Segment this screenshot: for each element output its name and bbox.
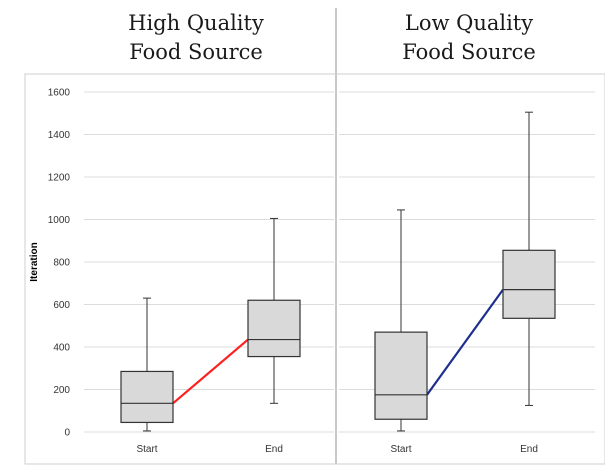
x-category-label: End xyxy=(520,444,538,455)
box-plot xyxy=(374,209,428,432)
y-tick-label: 1600 xyxy=(48,88,71,99)
chart-frame xyxy=(24,73,605,465)
y-tick-label: 200 xyxy=(53,385,70,396)
median-connectors xyxy=(172,288,504,405)
y-tick-label: 400 xyxy=(53,343,70,354)
y-tick-label: 0 xyxy=(64,428,70,439)
panel-2-title-line2: Food Source xyxy=(402,40,536,64)
box-plot xyxy=(502,111,556,406)
box-plot xyxy=(247,217,301,404)
iqr-box xyxy=(247,299,301,358)
panel-1-title-line1: High Quality xyxy=(128,11,264,35)
x-category-label: End xyxy=(265,444,283,455)
x-category-label: Start xyxy=(390,444,411,455)
box-plot xyxy=(120,297,174,432)
y-tick-label: 600 xyxy=(53,300,70,311)
y-tick-label: 800 xyxy=(53,258,70,269)
y-axis-title: Iteration xyxy=(29,242,40,281)
y-tick-label: 1400 xyxy=(48,130,71,141)
y-tick-label: 1200 xyxy=(48,173,71,184)
median-connector-line xyxy=(426,288,504,396)
y-tick-labels: 0 200 400 600 800 1000 1200 1400 1600 xyxy=(48,88,71,439)
x-category-label: Start xyxy=(136,444,157,455)
y-tick-label: 1000 xyxy=(48,215,71,226)
panel-1-title-line2: Food Source xyxy=(129,40,263,64)
iqr-box xyxy=(502,249,556,319)
boxes xyxy=(120,111,556,432)
panel-2-title-line1: Low Quality xyxy=(405,11,533,35)
median-connector-line xyxy=(172,338,249,405)
iqr-box xyxy=(120,370,174,424)
category-labels: Start End Start End xyxy=(136,444,537,455)
iqr-box xyxy=(374,331,428,420)
